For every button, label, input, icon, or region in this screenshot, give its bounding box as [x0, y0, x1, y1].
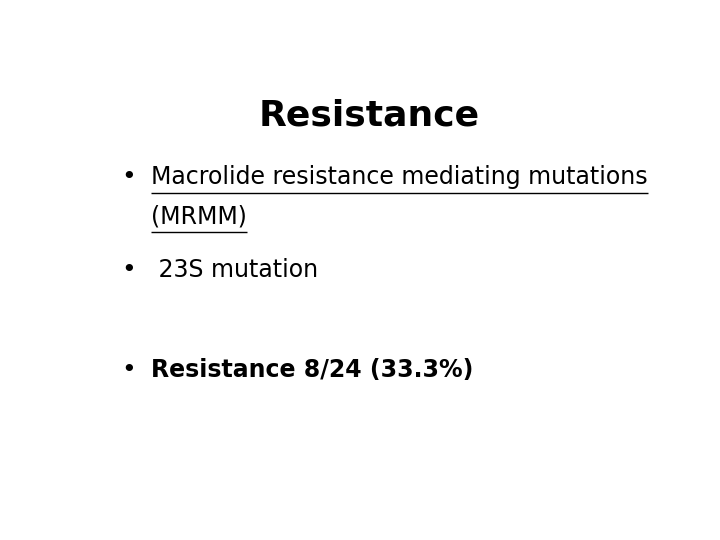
- Text: (MRMM): (MRMM): [151, 204, 247, 228]
- Text: •: •: [122, 165, 136, 188]
- Text: •: •: [122, 358, 136, 382]
- Text: Macrolide resistance mediating mutations: Macrolide resistance mediating mutations: [151, 165, 648, 188]
- Text: Resistance 8/24 (33.3%): Resistance 8/24 (33.3%): [151, 358, 474, 382]
- Text: Resistance: Resistance: [258, 98, 480, 132]
- Text: •: •: [122, 258, 136, 282]
- Text: 23S mutation: 23S mutation: [151, 258, 318, 282]
